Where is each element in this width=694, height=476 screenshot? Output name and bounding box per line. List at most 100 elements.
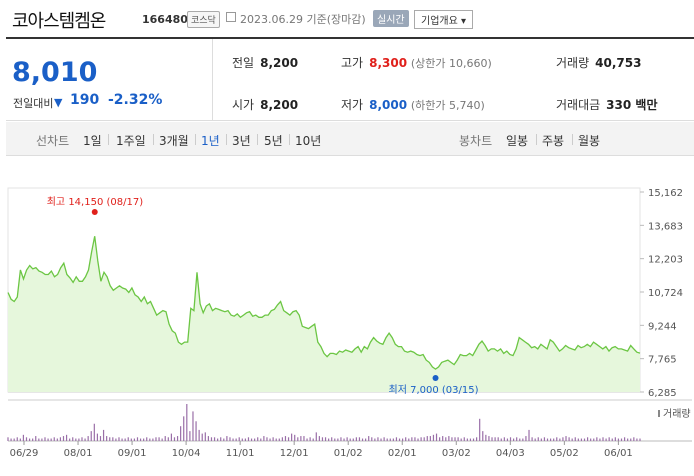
tab-10year[interactable]: 10년 [295, 134, 322, 148]
x-tick-label: 05/02 [550, 448, 579, 459]
volume-bar [580, 438, 583, 441]
x-tick-label: 12/01 [280, 448, 309, 459]
volume-bar [158, 437, 160, 441]
volume-bar [442, 436, 444, 441]
y-tick-label: 9,244 [648, 321, 677, 332]
amount-stat: 거래대금 330 백만 [556, 96, 657, 113]
volume-bar [41, 438, 43, 441]
high-annotation: 최고 14,150 (08/17) [47, 196, 143, 208]
tab-1day[interactable]: 1일 [83, 134, 102, 148]
volume-bar [358, 437, 361, 441]
volume-bar [247, 437, 250, 441]
volume-bar [269, 438, 271, 441]
volume-bar [334, 438, 336, 441]
volume-bar [337, 438, 339, 441]
volume-bar [503, 437, 505, 441]
volume-bar [75, 438, 77, 441]
volume-bar [318, 436, 320, 441]
volume-bar [340, 437, 342, 441]
volume-bar [531, 437, 533, 441]
volume-stat: 거래량 40,753 [556, 54, 641, 71]
tab-daily-candle[interactable]: 일봉 [506, 134, 529, 148]
volume-bar [152, 438, 154, 441]
volume-bar [346, 437, 348, 441]
volume-bar [559, 438, 561, 441]
y-tick-label: 10,724 [648, 288, 683, 299]
volume-bar [377, 437, 379, 441]
tab-3month[interactable]: 3개월 [159, 134, 189, 148]
volume-bar [321, 437, 324, 441]
y-tick-label: 13,683 [648, 221, 683, 232]
amount-value: 330 백만 [606, 98, 658, 112]
volume-bar [167, 437, 169, 441]
volume-bar [571, 438, 573, 441]
tab-separator [257, 134, 258, 145]
volume-bar [439, 437, 441, 441]
volume-bar [602, 437, 604, 441]
volume-bar [553, 438, 555, 441]
volume-bar [19, 438, 21, 441]
company-overview-dropdown[interactable]: 기업개요 ▾ [414, 10, 473, 29]
tab-weekly-candle[interactable]: 주봉 [542, 134, 565, 148]
volume-bar [72, 437, 74, 441]
volume-legend: 거래량 [663, 408, 691, 420]
volume-bar [87, 436, 89, 441]
volume-bar [189, 431, 191, 441]
volume-bar [627, 438, 629, 441]
volume-bar [623, 437, 626, 441]
tab-separator [108, 134, 109, 145]
volume-bar [16, 437, 18, 441]
realtime-button[interactable]: 실시간 [373, 10, 409, 27]
volume-bar [146, 437, 148, 441]
volume-bar [562, 437, 564, 441]
volume-bar [232, 438, 234, 441]
volume-bar [411, 437, 413, 441]
volume-bar [254, 438, 256, 441]
x-tick-label: 03/02 [442, 448, 471, 459]
volume-bar [383, 437, 385, 441]
volume-bar [355, 437, 357, 441]
volume-bar [500, 438, 502, 441]
volume-bar [124, 438, 126, 441]
tab-1week[interactable]: 1주일 [116, 134, 146, 148]
chart-period-tabs: 선차트 1일 1주일 3개월 1년 3년 5년 10년 봉차트 일봉 주봉 월봉 [6, 122, 694, 156]
volume-bar [90, 431, 92, 441]
volume-bar [161, 438, 163, 441]
volume-bar [448, 436, 450, 441]
volume-bar [374, 438, 376, 441]
volume-bar [241, 438, 243, 441]
volume-bar [546, 438, 549, 441]
volume-bar [617, 438, 620, 441]
volume-bar [257, 437, 259, 441]
volume-bar [192, 411, 194, 441]
volume-bar [62, 436, 65, 441]
as-of-date: 2023.06.29 기준(장마감) [240, 13, 366, 26]
tab-separator [226, 134, 227, 145]
low-annotation: 최저 7,000 (03/15) [389, 384, 479, 396]
volume-bar [207, 436, 209, 441]
volume-bar [250, 438, 253, 441]
volume-bar [217, 438, 219, 441]
volume-bar [210, 437, 213, 441]
volume-bar [386, 438, 388, 441]
volume-bar [457, 437, 459, 441]
volume-bar [395, 437, 398, 441]
volume-bar [223, 438, 225, 441]
tab-5year[interactable]: 5년 [264, 134, 283, 148]
volume-bar [509, 437, 512, 441]
volume-bar [81, 437, 83, 441]
tab-1year[interactable]: 1년 [201, 134, 220, 148]
volume-bar [266, 437, 268, 441]
calendar-icon [226, 12, 236, 22]
y-tick-label: 7,765 [648, 355, 677, 366]
volume-bar [432, 434, 435, 441]
change-label: 전일대비 [13, 97, 54, 110]
volume-bar [328, 438, 330, 441]
tab-3year[interactable]: 3년 [232, 134, 251, 148]
volume-bar [577, 438, 579, 441]
volume-bar [109, 437, 111, 441]
tab-monthly-candle[interactable]: 월봉 [578, 134, 601, 148]
volume-bar [133, 438, 135, 441]
x-tick-label: 04/03 [496, 448, 525, 459]
